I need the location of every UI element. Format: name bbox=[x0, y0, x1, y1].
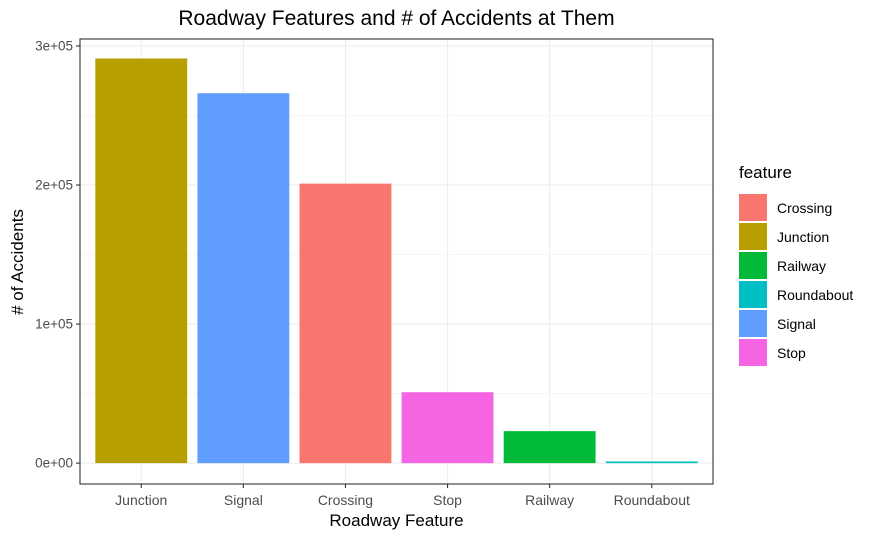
y-tick-label: 2e+05 bbox=[35, 178, 73, 193]
legend-item: Railway bbox=[739, 251, 853, 280]
x-tick-label: Crossing bbox=[318, 492, 373, 508]
legend-title: feature bbox=[739, 163, 792, 182]
bar-railway bbox=[503, 431, 596, 464]
bar-signal bbox=[197, 93, 290, 464]
legend-item: Signal bbox=[739, 309, 853, 338]
legend-key bbox=[739, 194, 767, 221]
legend-label: Stop bbox=[777, 344, 806, 361]
legend-label: Railway bbox=[777, 257, 827, 274]
y-axis-label: # of Accidents bbox=[8, 209, 27, 315]
legend-label: Junction bbox=[777, 228, 830, 245]
bar-stop bbox=[401, 392, 494, 464]
x-tick-label: Railway bbox=[525, 492, 574, 508]
legend-key bbox=[739, 223, 767, 250]
bar-roundabout bbox=[605, 461, 698, 464]
legend-key bbox=[739, 281, 767, 308]
x-tick-label: Signal bbox=[224, 492, 263, 508]
x-axis: Junction Signal Crossing Stop Railway Roundab… bbox=[115, 484, 690, 508]
legend-items: Crossing Junction Railway Roundabout Signal S… bbox=[739, 193, 853, 367]
legend-label: Signal bbox=[777, 315, 816, 332]
legend-label: Roundabout bbox=[777, 286, 854, 303]
x-tick-label: Junction bbox=[115, 492, 167, 508]
legend-label: Crossing bbox=[777, 199, 833, 216]
bars bbox=[95, 58, 698, 464]
legend-item: Roundabout bbox=[739, 280, 853, 309]
y-tick-label: 3e+05 bbox=[35, 38, 73, 53]
bar-crossing bbox=[299, 183, 392, 464]
legend: feature Crossing Junction Railway Roundabou… bbox=[739, 163, 853, 367]
bar-junction bbox=[95, 58, 188, 464]
y-tick-label: 1e+05 bbox=[35, 317, 73, 332]
legend-key bbox=[739, 310, 767, 337]
y-tick-label: 0e+00 bbox=[35, 456, 73, 471]
legend-item: Junction bbox=[739, 222, 853, 251]
x-axis-label: Roadway Feature bbox=[329, 511, 464, 530]
chart-title: Roadway Features and # of Accidents at T… bbox=[178, 7, 615, 30]
legend-key bbox=[739, 252, 767, 279]
x-tick-label: Stop bbox=[433, 492, 462, 508]
y-axis: 0e+00 1e+05 2e+05 3e+05 bbox=[35, 38, 80, 471]
legend-key bbox=[739, 339, 767, 366]
panel-border bbox=[79, 38, 714, 485]
x-tick-label: Roundabout bbox=[614, 492, 690, 508]
legend-item: Crossing bbox=[739, 193, 853, 222]
legend-item: Stop bbox=[739, 338, 853, 367]
